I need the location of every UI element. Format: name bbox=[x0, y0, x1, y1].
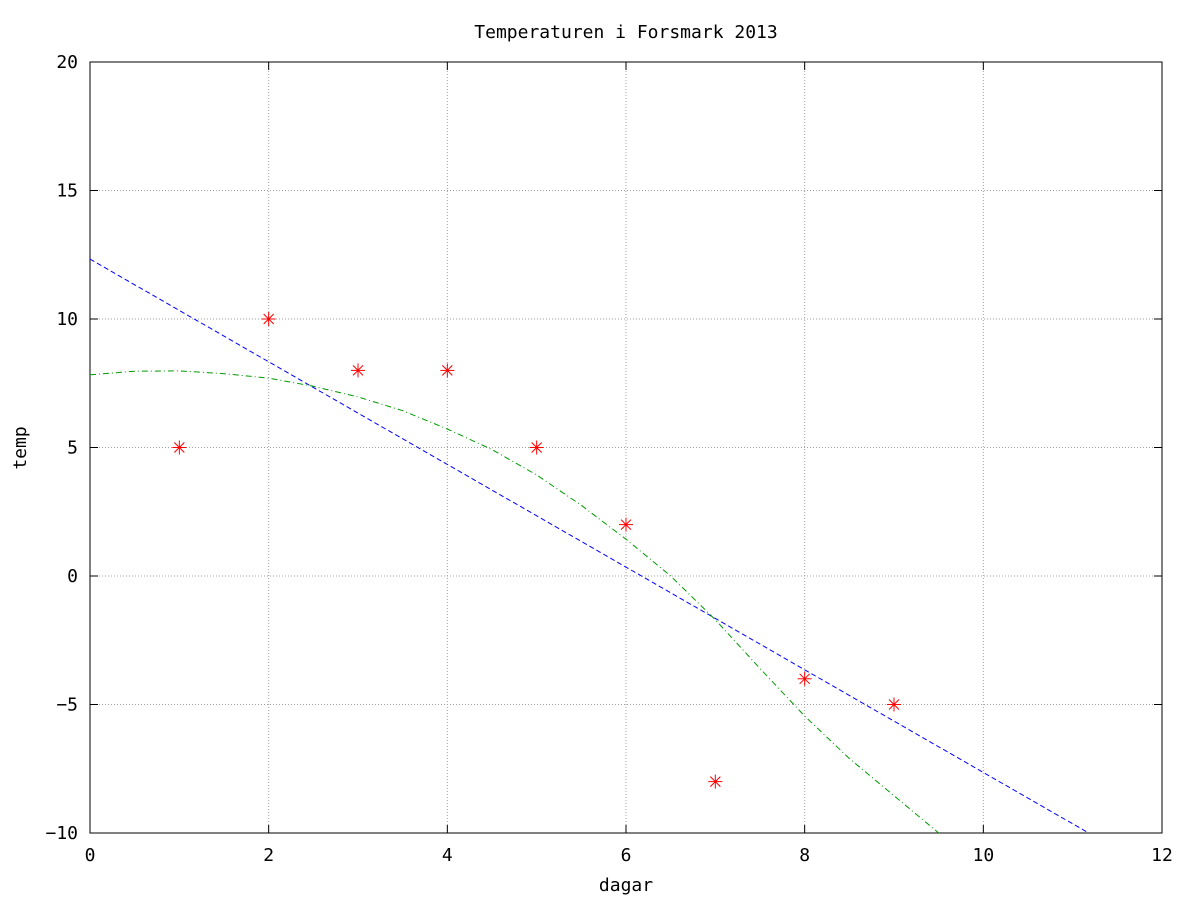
point-stroke bbox=[441, 365, 453, 376]
chart-title: Temperaturen i Forsmark 2013 bbox=[474, 22, 777, 43]
y-tick-label: −5 bbox=[56, 695, 78, 716]
x-axis-label: dagar bbox=[599, 875, 653, 896]
data-point bbox=[708, 774, 723, 789]
grid bbox=[90, 62, 1162, 833]
linear-fit-line bbox=[89, 258, 1089, 834]
y-tick-label: 15 bbox=[56, 181, 78, 202]
y-tick-label: 20 bbox=[56, 52, 78, 73]
x-tick-label: 8 bbox=[799, 845, 810, 866]
y-tick-label: −10 bbox=[45, 823, 78, 844]
point-stroke bbox=[709, 776, 721, 787]
data-point bbox=[440, 363, 455, 378]
point-stroke bbox=[620, 519, 632, 530]
x-tick-label: 12 bbox=[1151, 845, 1173, 866]
x-tick-label: 10 bbox=[972, 845, 994, 866]
point-stroke bbox=[173, 442, 185, 453]
point-stroke bbox=[888, 699, 900, 710]
data-point bbox=[261, 312, 276, 326]
y-tick-label: 0 bbox=[67, 566, 78, 587]
x-tick-label: 6 bbox=[621, 845, 632, 866]
quadratic-fit-line bbox=[89, 370, 940, 834]
y-tick-label: 10 bbox=[56, 309, 78, 330]
x-tick-label: 2 bbox=[263, 845, 274, 866]
y-tick-label: 5 bbox=[67, 438, 78, 459]
data-point bbox=[529, 440, 544, 455]
point-stroke bbox=[531, 442, 543, 453]
x-tick-label: 4 bbox=[442, 845, 453, 866]
point-stroke bbox=[263, 313, 275, 325]
x-tick-label: 0 bbox=[85, 845, 96, 866]
ticks: 0 2 4 6 8 10 12 −10 −5 0 5 10 15 20 bbox=[45, 52, 1172, 866]
data-points bbox=[172, 312, 901, 789]
point-stroke bbox=[799, 673, 811, 685]
data-point bbox=[887, 697, 901, 712]
plot-frame bbox=[89, 61, 1163, 834]
data-point bbox=[619, 517, 633, 532]
fit-lines bbox=[89, 258, 1089, 834]
data-point bbox=[172, 440, 187, 455]
data-point bbox=[797, 671, 812, 686]
point-stroke bbox=[352, 365, 364, 376]
y-axis-label: temp bbox=[10, 426, 31, 469]
data-point bbox=[351, 363, 365, 378]
